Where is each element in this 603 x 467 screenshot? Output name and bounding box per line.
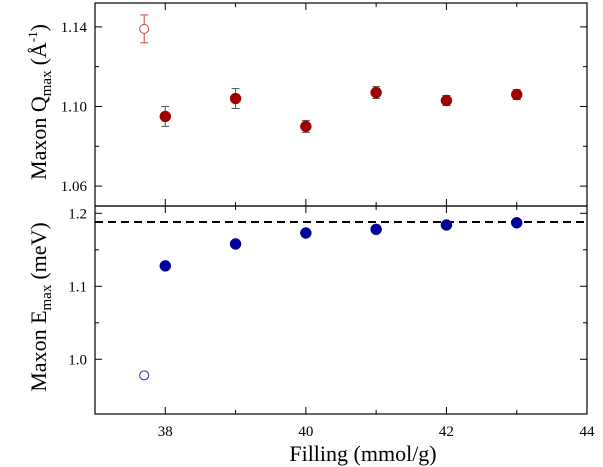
bottom-ytick-label: 1.0	[68, 352, 87, 368]
top-ylabel: Maxon Qmax (Å-1)	[25, 24, 55, 180]
bottom-xtick-label: 44	[580, 424, 596, 440]
top-ylabel-unit: (Å	[26, 42, 51, 65]
top-ylabel-end: )	[26, 24, 51, 31]
top-data-point	[229, 92, 242, 105]
bottom-open-point	[139, 370, 150, 381]
top-data-point	[370, 86, 382, 99]
top-ytick-label: 1.10	[61, 99, 87, 115]
top-data-point	[440, 94, 453, 107]
top-data-point	[159, 110, 172, 123]
top-ylabel-main: Maxon Q	[26, 96, 51, 180]
top-plot-frame	[94, 2, 588, 207]
top-data-point	[510, 88, 523, 101]
top-ytick-label: 1.14	[61, 20, 88, 36]
bottom-xtick-label: 42	[439, 424, 454, 440]
bottom-xtick-label: 38	[158, 424, 173, 440]
bottom-ytick-label: 1.1	[68, 279, 87, 295]
bottom-ylabel-main: Maxon E	[26, 310, 51, 391]
x-axis-title: Filling (mmol/g)	[289, 441, 436, 466]
bottom-data-point	[510, 217, 523, 229]
bottom-ylabel-sub: max	[39, 284, 55, 310]
bottom-data-point	[370, 223, 382, 236]
bottom-ylabel-unit: (meV)	[26, 222, 51, 279]
bottom-data-point	[300, 227, 312, 239]
bottom-data-point	[229, 238, 242, 250]
bottom-ylabel: Maxon Emax (meV)	[26, 222, 55, 392]
top-open-point	[139, 23, 150, 34]
bottom-panel: 1.0 1.1 1.2 38 40 42 44	[68, 205, 596, 440]
top-ylabel-sub: max	[39, 70, 55, 96]
bottom-xtick-label: 40	[298, 424, 313, 440]
top-data-point	[300, 120, 312, 133]
bottom-plot-frame	[94, 205, 588, 415]
bottom-ytick-label: 1.2	[68, 206, 87, 222]
bottom-data-point	[440, 219, 453, 231]
top-ytick-label: 1.06	[61, 179, 88, 195]
bottom-data-point	[159, 260, 172, 272]
top-ylabel-sup: -1	[25, 31, 40, 42]
top-panel: 1.06 1.10 1.14	[61, 2, 588, 207]
